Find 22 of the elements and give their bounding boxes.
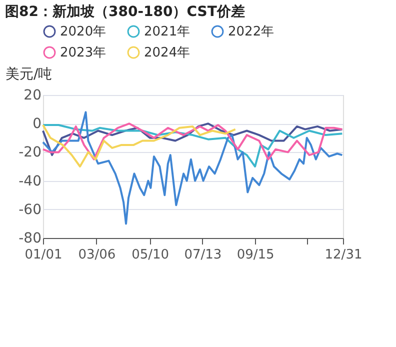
line-series [42, 124, 344, 168]
legend-label: 2020年 [60, 24, 106, 40]
x-tick-label: 09/15 [236, 248, 274, 262]
legend-label: 2023年 [60, 46, 106, 60]
y-axis-title: 美元/吨 [6, 66, 52, 82]
y-tick-label: -80 [18, 230, 42, 246]
legend-label: 2021年 [144, 24, 190, 40]
y-tick-label: -40 [18, 173, 42, 190]
legend-label: 2022年 [228, 24, 274, 40]
y-tick-label: -60 [18, 202, 42, 218]
y-tick-label: -20 [18, 144, 42, 161]
x-tick-label: 03/06 [78, 248, 116, 262]
x-tick-label: 05/10 [132, 248, 170, 262]
y-tick-label: 20 [24, 88, 42, 104]
x-tick-label: 07/13 [184, 248, 222, 262]
line-series [42, 124, 236, 168]
y-tick-label: 0 [32, 116, 42, 132]
chart-title: 图82：新加坡（380-180）CST价差 [5, 3, 245, 20]
legend-label: 2024年 [144, 46, 190, 60]
x-tick-label: 01/01 [24, 248, 62, 262]
x-tick-label: 12/31 [324, 248, 362, 262]
line-series [42, 111, 344, 225]
